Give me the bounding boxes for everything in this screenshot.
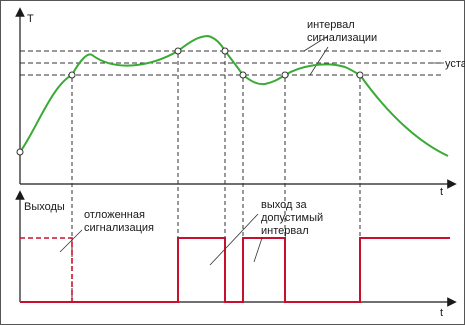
outputs-axis-label: Выходы [24,201,65,213]
interval-label-line2: сигнализации [307,32,377,44]
delayed-alarm-label-line2: сигнализация [84,222,154,234]
crossing-point [239,71,247,79]
projection-lines [71,54,361,302]
out-of-range-leader-1 [209,213,259,266]
out-of-range-label-line1: выход за [261,199,308,211]
output-signal [20,237,450,303]
temperature-curve [19,34,449,157]
out-of-range-label-line2: допустимый [261,212,323,224]
temperature-axis-label: T [27,13,34,25]
delayed-alarm-leader [59,229,83,253]
interval-leader-bottom [309,46,329,76]
delayed-output-signal [20,237,73,302]
crossing-point [221,47,229,55]
time-axis-bottom-label: t [440,307,443,319]
crossing-point [68,71,76,79]
interval-label-line1: интервал [307,19,355,31]
start-point [16,148,24,156]
crossing-point [174,47,182,55]
crossing-point [281,71,289,79]
crossing-point [356,71,364,79]
setpoint-label: уставка [445,58,465,70]
out-of-range-label-line3: интервал [261,225,309,237]
delayed-alarm-label-line1: отложенная [84,209,145,221]
time-axis-top-label: t [440,186,443,198]
interval-leader-top [303,35,329,52]
out-of-range-leader-2 [253,237,263,263]
